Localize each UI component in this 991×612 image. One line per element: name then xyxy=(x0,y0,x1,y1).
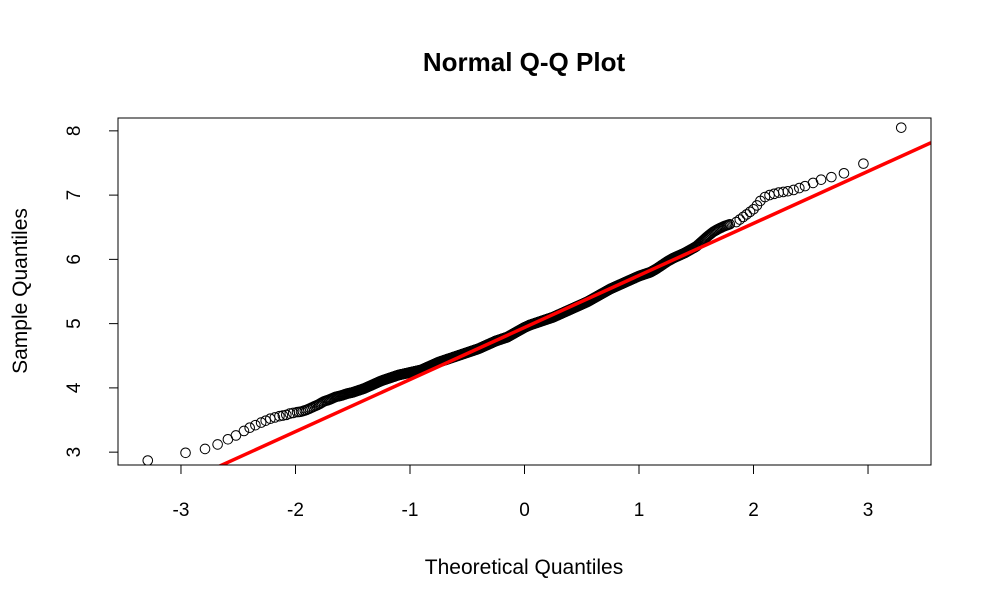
y-tick-label: 7 xyxy=(64,190,85,201)
data-points xyxy=(142,122,907,465)
data-point xyxy=(255,417,267,428)
data-point xyxy=(238,425,250,437)
data-point xyxy=(744,206,756,218)
data-point xyxy=(180,447,191,459)
data-point xyxy=(230,430,242,441)
data-point xyxy=(724,219,736,230)
data-point xyxy=(741,209,752,220)
plot-frame xyxy=(117,117,932,466)
x-axis: -3 -2 -1 0 1 2 3 xyxy=(173,464,874,521)
y-axis: 3 4 5 6 7 8 xyxy=(64,126,119,458)
data-point xyxy=(737,211,749,223)
y-tick-label: 4 xyxy=(64,382,85,393)
data-point xyxy=(838,167,850,179)
chart-title: Normal Q-Q Plot xyxy=(423,47,626,77)
x-tick-label: 1 xyxy=(634,500,645,521)
y-tick-label: 3 xyxy=(64,447,85,458)
data-point xyxy=(274,410,285,422)
data-point xyxy=(212,439,223,450)
data-point xyxy=(244,422,255,434)
data-point xyxy=(782,185,794,197)
data-point xyxy=(269,412,281,423)
y-tick-label: 5 xyxy=(64,318,85,329)
data-point xyxy=(731,216,742,228)
data-point xyxy=(794,182,805,194)
x-axis-label: Theoretical Quantiles xyxy=(425,556,623,579)
data-point xyxy=(199,443,211,455)
data-point xyxy=(858,158,869,169)
data-point xyxy=(826,171,837,183)
x-tick-label: 2 xyxy=(748,500,759,521)
data-point xyxy=(250,419,261,431)
x-tick-label: 0 xyxy=(519,500,530,521)
data-point xyxy=(142,455,154,465)
data-point xyxy=(788,184,799,196)
data-point xyxy=(277,410,289,421)
data-point xyxy=(895,122,907,133)
data-point xyxy=(284,408,296,419)
reference-line-layer xyxy=(217,141,931,465)
x-tick-label: -1 xyxy=(402,500,419,521)
x-tick-label: -3 xyxy=(173,500,190,521)
data-point xyxy=(260,415,272,426)
x-tick-label: 3 xyxy=(863,500,874,521)
y-tick-label: 6 xyxy=(64,254,85,265)
data-point xyxy=(287,407,299,419)
data-point xyxy=(759,191,771,203)
reference-line xyxy=(217,141,931,465)
data-point xyxy=(777,186,789,198)
y-axis-label: Sample Quantiles xyxy=(9,208,32,374)
data-point xyxy=(815,174,827,185)
data-point xyxy=(734,214,746,225)
data-point xyxy=(748,203,759,215)
y-tick-label: 8 xyxy=(64,126,85,137)
x-tick-label: -2 xyxy=(287,500,304,521)
